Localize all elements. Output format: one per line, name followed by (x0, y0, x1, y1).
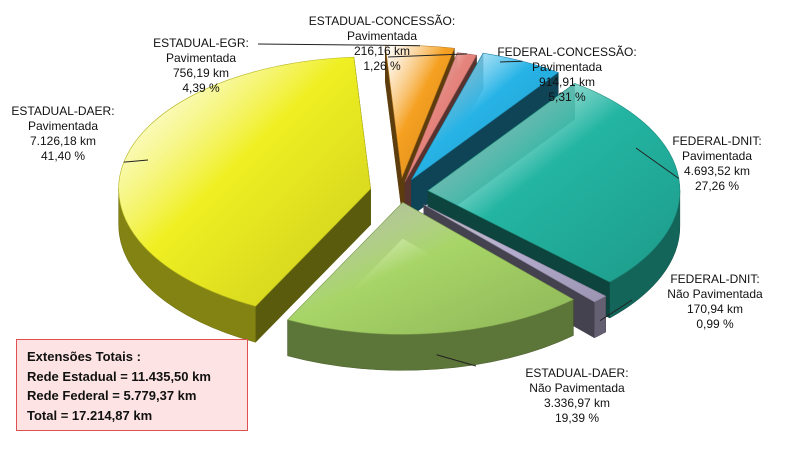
pie-slices (118, 45, 681, 371)
totals-title: Extensões Totais : (27, 349, 141, 364)
label-estadual-daer-pavimentada: ESTADUAL-DAER: Pavimentada 7.126,18 km 4… (11, 104, 115, 163)
label-federal-dnit-nao-pavimentada: FEDERAL-DNIT: Não Pavimentada 170,94 km … (667, 272, 763, 331)
totals-rede-estadual: Rede Estadual = 11.435,50 km (27, 368, 211, 384)
leader-line (257, 43, 420, 47)
label-federal-concessao: FEDERAL-CONCESSÃO: Pavimentada 914,91 km… (497, 45, 637, 104)
totals-total: Total = 17.214,87 km (27, 407, 153, 423)
label-estadual-egr: ESTADUAL-EGR: Pavimentada 756,19 km 4,39… (153, 36, 249, 95)
leader-line (387, 53, 468, 58)
leader-line (123, 159, 149, 163)
leader-line (436, 354, 477, 367)
totals-box: Extensões Totais : Rede Estadual = 11.43… (16, 339, 248, 431)
leader-line (635, 147, 680, 179)
label-estadual-concessao: ESTADUAL-CONCESSÃO: Pavimentada 216,16 k… (308, 14, 456, 73)
leader-lines (123, 43, 680, 367)
leader-line (599, 299, 633, 322)
totals-rede-federal: Rede Federal = 5.779,37 km (27, 388, 197, 403)
slice-estadual-daer-pavimentada (118, 56, 371, 343)
slice-estadual-daer-nao-pavimentada (287, 201, 574, 371)
label-estadual-daer-nao-pavimentada: ESTADUAL-DAER: Não Pavimentada 3.336,97 … (525, 366, 629, 425)
label-federal-dnit-pavimentada: FEDERAL-DNIT: Pavimentada 4.693,52 km 27… (672, 134, 762, 193)
leader-line (499, 60, 523, 63)
